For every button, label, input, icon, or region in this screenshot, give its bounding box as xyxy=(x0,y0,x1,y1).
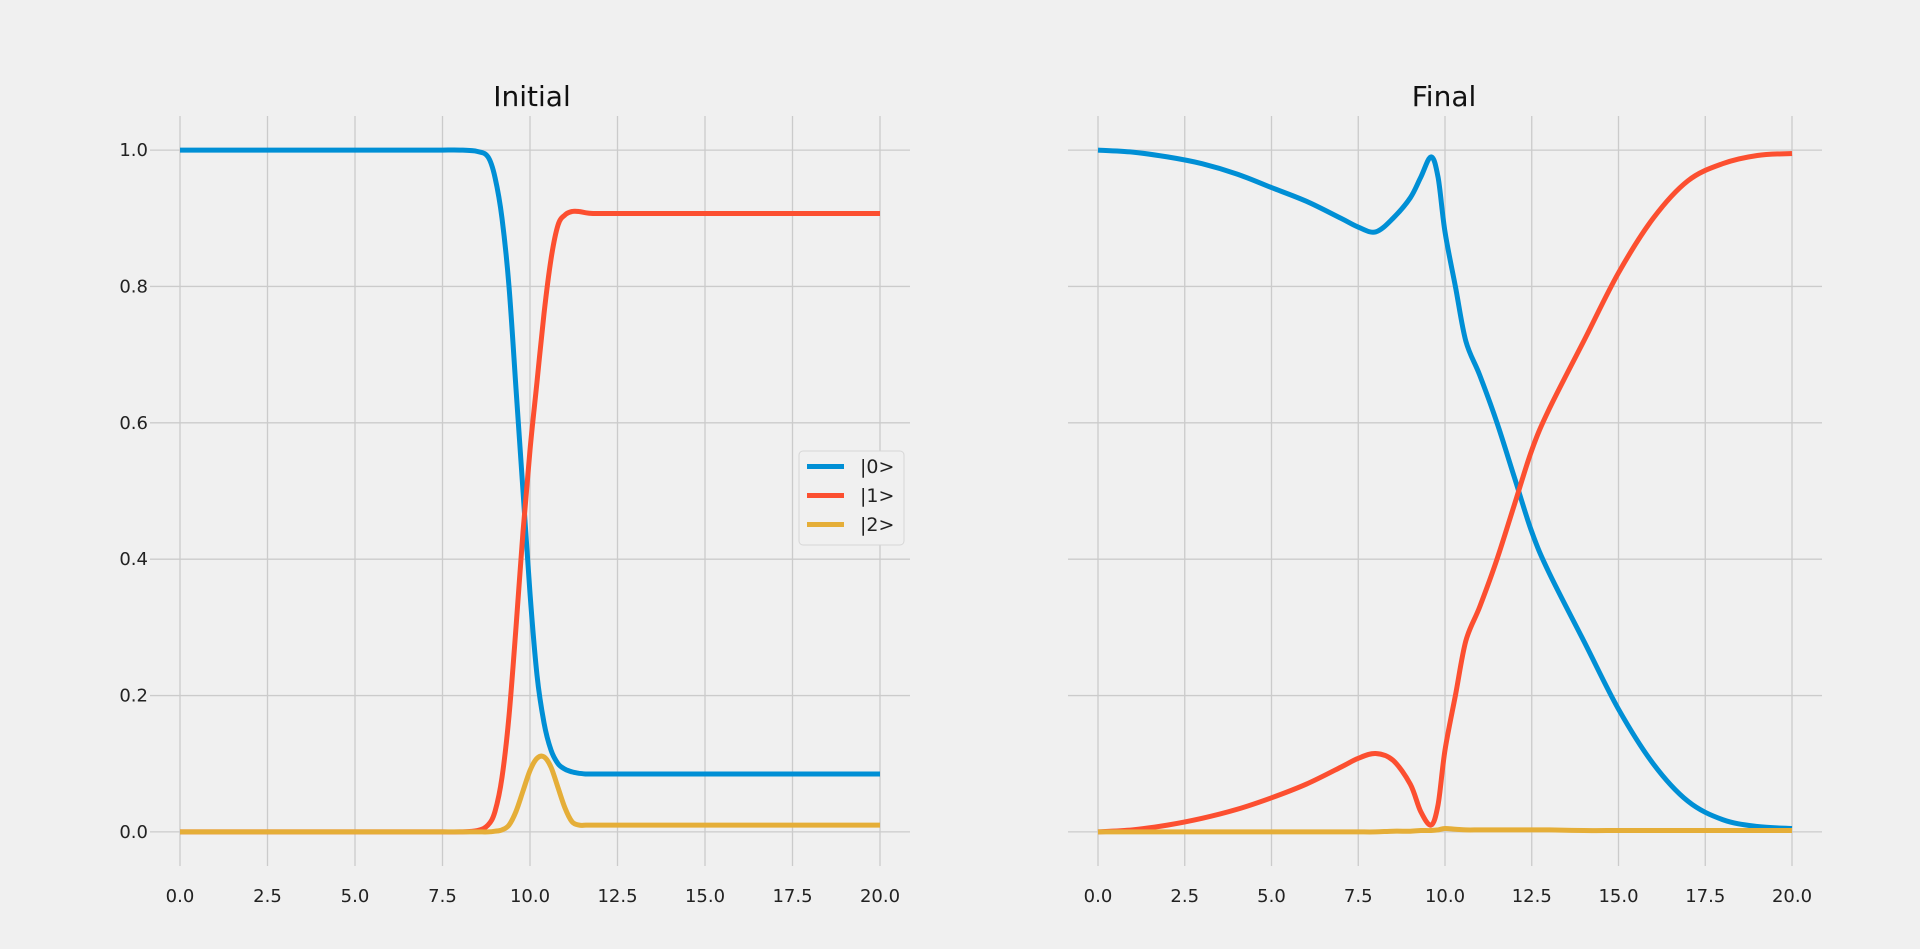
final-panel: Final 0.0 2.5 5.0 7.5 10.0 12.5 15.0 17.5 20.0 xyxy=(1068,80,1822,907)
final-series-state-1-line xyxy=(1097,151,1793,835)
initial-tick-labels: 0.0 2.5 5.0 7.5 10.0 12.5 15.0 17.5 20.0 0.0 0.2 0.… xyxy=(119,140,900,907)
x-tick-label: 2.5 xyxy=(253,886,282,907)
initial-series-state-2-line xyxy=(180,753,880,835)
initial-panel: Initial 0.0 2.5 5.0 7.5 10.0 12.5 15.0 17.5 20.0… xyxy=(119,80,910,907)
y-tick-label: 0.2 xyxy=(119,686,148,707)
y-tick-label: 0.8 xyxy=(119,276,148,297)
legend-frame xyxy=(798,450,905,546)
legend-label: |0> xyxy=(860,456,894,478)
final-series-lines xyxy=(1097,147,1793,835)
x-tick-label: 15.0 xyxy=(1598,886,1638,907)
x-tick-label: 5.0 xyxy=(341,886,370,907)
initial-series-lines xyxy=(180,147,880,835)
x-tick-label: 10.0 xyxy=(510,886,550,907)
x-tick-label: 2.5 xyxy=(1170,886,1199,907)
x-tick-label: 20.0 xyxy=(860,886,900,907)
x-tick-label: 7.5 xyxy=(428,886,457,907)
legend-label: |2> xyxy=(860,514,894,536)
final-series-state-2-line xyxy=(1098,825,1792,835)
final-title: Final xyxy=(1412,80,1477,113)
x-tick-label: 15.0 xyxy=(685,886,725,907)
x-tick-label: 12.5 xyxy=(1512,886,1552,907)
x-tick-label: 17.5 xyxy=(1685,886,1725,907)
initial-series-state-0-line xyxy=(180,147,880,777)
x-tick-label: 20.0 xyxy=(1772,886,1812,907)
final-series-state-0-line xyxy=(1097,147,1793,831)
x-tick-label: 0.0 xyxy=(1084,886,1113,907)
y-tick-label: 0.4 xyxy=(119,549,148,570)
y-tick-label: 0.6 xyxy=(119,413,148,434)
x-tick-label: 0.0 xyxy=(166,886,195,907)
y-tick-label: 1.0 xyxy=(119,140,148,161)
x-tick-label: 17.5 xyxy=(772,886,812,907)
x-tick-label: 5.0 xyxy=(1257,886,1286,907)
initial-legend: |0> |1> |2> xyxy=(798,450,905,546)
initial-title: Initial xyxy=(493,80,570,113)
x-tick-label: 7.5 xyxy=(1344,886,1373,907)
y-tick-label: 0.0 xyxy=(119,822,148,843)
x-tick-label: 10.0 xyxy=(1425,886,1465,907)
initial-gridlines xyxy=(150,116,910,866)
x-tick-label: 12.5 xyxy=(597,886,637,907)
final-tick-labels: 0.0 2.5 5.0 7.5 10.0 12.5 15.0 17.5 20.0 xyxy=(1084,886,1812,907)
legend-label: |1> xyxy=(860,485,894,507)
